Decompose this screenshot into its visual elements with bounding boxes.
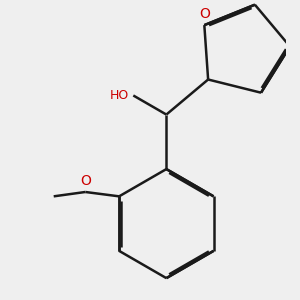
Text: O: O: [80, 174, 91, 188]
Text: HO: HO: [110, 89, 129, 102]
Text: O: O: [199, 7, 210, 21]
